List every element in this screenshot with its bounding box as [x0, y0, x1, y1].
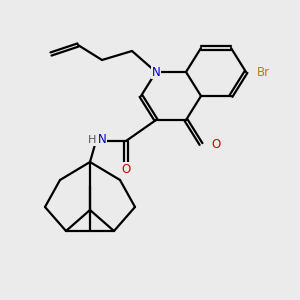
Text: Br: Br: [256, 65, 270, 79]
Text: N: N: [98, 133, 106, 146]
Text: O: O: [212, 137, 221, 151]
Text: N: N: [152, 65, 160, 79]
Text: O: O: [122, 163, 130, 176]
Text: H: H: [88, 135, 96, 145]
